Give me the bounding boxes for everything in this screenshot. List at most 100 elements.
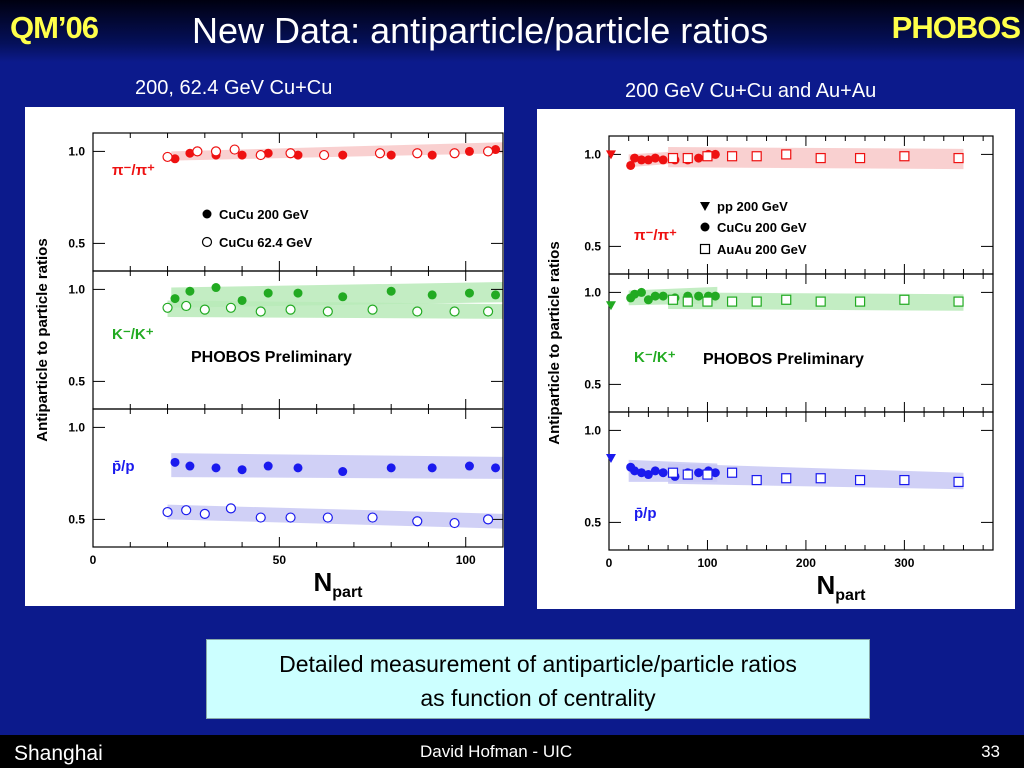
left-chart: 0.5 1.0 π⁻/π⁺ CuCu 200 GeV CuCu 62.4 GeV 0.5 1… [34,132,504,601]
data-point [263,148,273,158]
page-number: 33 [981,742,1000,761]
data-point [726,296,738,307]
data-point [953,152,964,164]
ratio-label-proton: p̄/p [112,458,135,475]
right-plot-panel: 0.5 1.0 π⁻/π⁺ pp 200 GeV CuCu 200 GeV AuAu 20… [537,109,1015,609]
data-point [694,468,704,478]
data-point [285,304,296,315]
data-point [464,146,474,156]
data-point [386,150,396,160]
data-point [285,512,296,523]
x-axis-title: Npart [313,567,363,601]
data-point [751,151,762,162]
x-axis-title: Npart [816,570,866,604]
conference-label: QM’06 [10,10,99,45]
data-point [658,468,668,478]
data-point [682,296,693,307]
callout-line-2: as function of centrality [420,685,656,711]
data-point [650,153,660,163]
data-point [953,476,964,488]
ratio-panel-pion: 0.5 1.0 π⁻/π⁺ pp 200 GeV CuCu 200 GeV AuAu 20… [584,135,994,275]
ratio-label-proton: p̄/p [634,505,657,522]
data-point [643,470,653,480]
summary-callout: Detailed measurement of antiparticle/par… [206,639,870,719]
data-point [211,283,221,293]
data-point [170,457,180,467]
data-point [726,467,738,478]
data-point [781,149,792,160]
data-point [482,306,494,317]
data-point [293,288,303,298]
systematic-band-0 [171,142,504,161]
y-tick-label: 0.5 [584,515,601,529]
data-point [181,300,192,312]
data-point [626,160,636,170]
data-point [854,296,866,307]
legend-entry: CuCu 200 GeV [717,220,807,235]
data-point [386,286,396,296]
legend-marker [202,209,212,219]
data-point [658,291,668,301]
data-point [263,288,273,298]
y-tick-label: 0.5 [584,239,601,253]
left-plot-panel: 0.5 1.0 π⁻/π⁺ CuCu 200 GeV CuCu 62.4 GeV 0.5 1… [25,107,504,606]
x-tick-label: 300 [894,556,914,570]
data-point [630,289,640,299]
data-point [702,151,713,162]
legend-entry: CuCu 62.4 GeV [219,235,313,250]
ratio-panel-kaon: 0.5 1.0 K⁻/K⁺ [68,270,504,410]
data-point [464,461,474,471]
data-point [322,306,333,317]
data-point [412,516,423,527]
title-bar [0,0,1024,62]
data-point [899,151,910,162]
data-point [781,473,792,484]
y-axis-title: Antiparticle to particle ratios [34,238,51,441]
y-tick-label: 0.5 [584,377,601,391]
data-point [427,290,437,300]
data-point [237,465,247,475]
legend-entry: CuCu 200 GeV [219,207,309,222]
legend-marker [699,243,711,255]
data-point [491,290,501,300]
data-point [162,302,173,313]
data-point [605,150,616,160]
data-point [162,151,173,163]
data-point [199,304,210,315]
data-point [374,148,386,159]
data-point [854,474,866,486]
data-point [427,463,437,473]
data-point [482,514,494,525]
x-axis-title-main: N [816,570,835,600]
data-point [211,463,221,473]
data-point [181,505,192,516]
data-point [237,295,247,305]
footer-bar [0,735,1024,768]
data-point [185,148,195,158]
data-point [367,304,378,315]
data-point [899,474,910,486]
y-tick-label: 1.0 [584,285,601,299]
preliminary-label: PHOBOS Preliminary [191,349,352,366]
data-point [255,149,266,161]
data-point [449,306,460,317]
ratio-panel-pion: 0.5 1.0 π⁻/π⁺ CuCu 200 GeV CuCu 62.4 GeV [68,132,504,272]
data-point [491,145,501,155]
x-tick-label: 100 [456,553,476,567]
data-point [482,146,494,157]
data-point [667,152,679,164]
data-point [726,151,738,162]
x-tick-label: 0 [90,553,97,567]
slide-title: New Data: antiparticle/particle ratios [192,10,769,51]
data-point [237,150,247,160]
data-point [605,301,616,311]
data-point [854,152,866,164]
ratio-panel-kaon: 0.5 1.0 K⁻/K⁺ [584,273,994,413]
data-point [263,461,273,471]
data-point [682,469,693,480]
data-point [322,512,333,523]
data-point [225,503,237,514]
data-point [427,150,437,160]
systematic-band-0 [171,453,504,479]
data-point [285,148,296,159]
